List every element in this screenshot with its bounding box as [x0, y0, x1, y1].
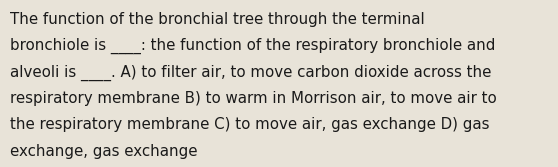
Text: alveoli is ____. A) to filter air, to move carbon dioxide across the: alveoli is ____. A) to filter air, to mo… [10, 64, 492, 81]
Text: bronchiole is ____: the function of the respiratory bronchiole and: bronchiole is ____: the function of the … [10, 38, 496, 54]
Text: exchange, gas exchange: exchange, gas exchange [10, 144, 198, 159]
Text: the respiratory membrane C) to move air, gas exchange D) gas: the respiratory membrane C) to move air,… [10, 117, 489, 132]
Text: respiratory membrane B) to warm in Morrison air, to move air to: respiratory membrane B) to warm in Morri… [10, 91, 497, 106]
Text: The function of the bronchial tree through the terminal: The function of the bronchial tree throu… [10, 12, 425, 27]
